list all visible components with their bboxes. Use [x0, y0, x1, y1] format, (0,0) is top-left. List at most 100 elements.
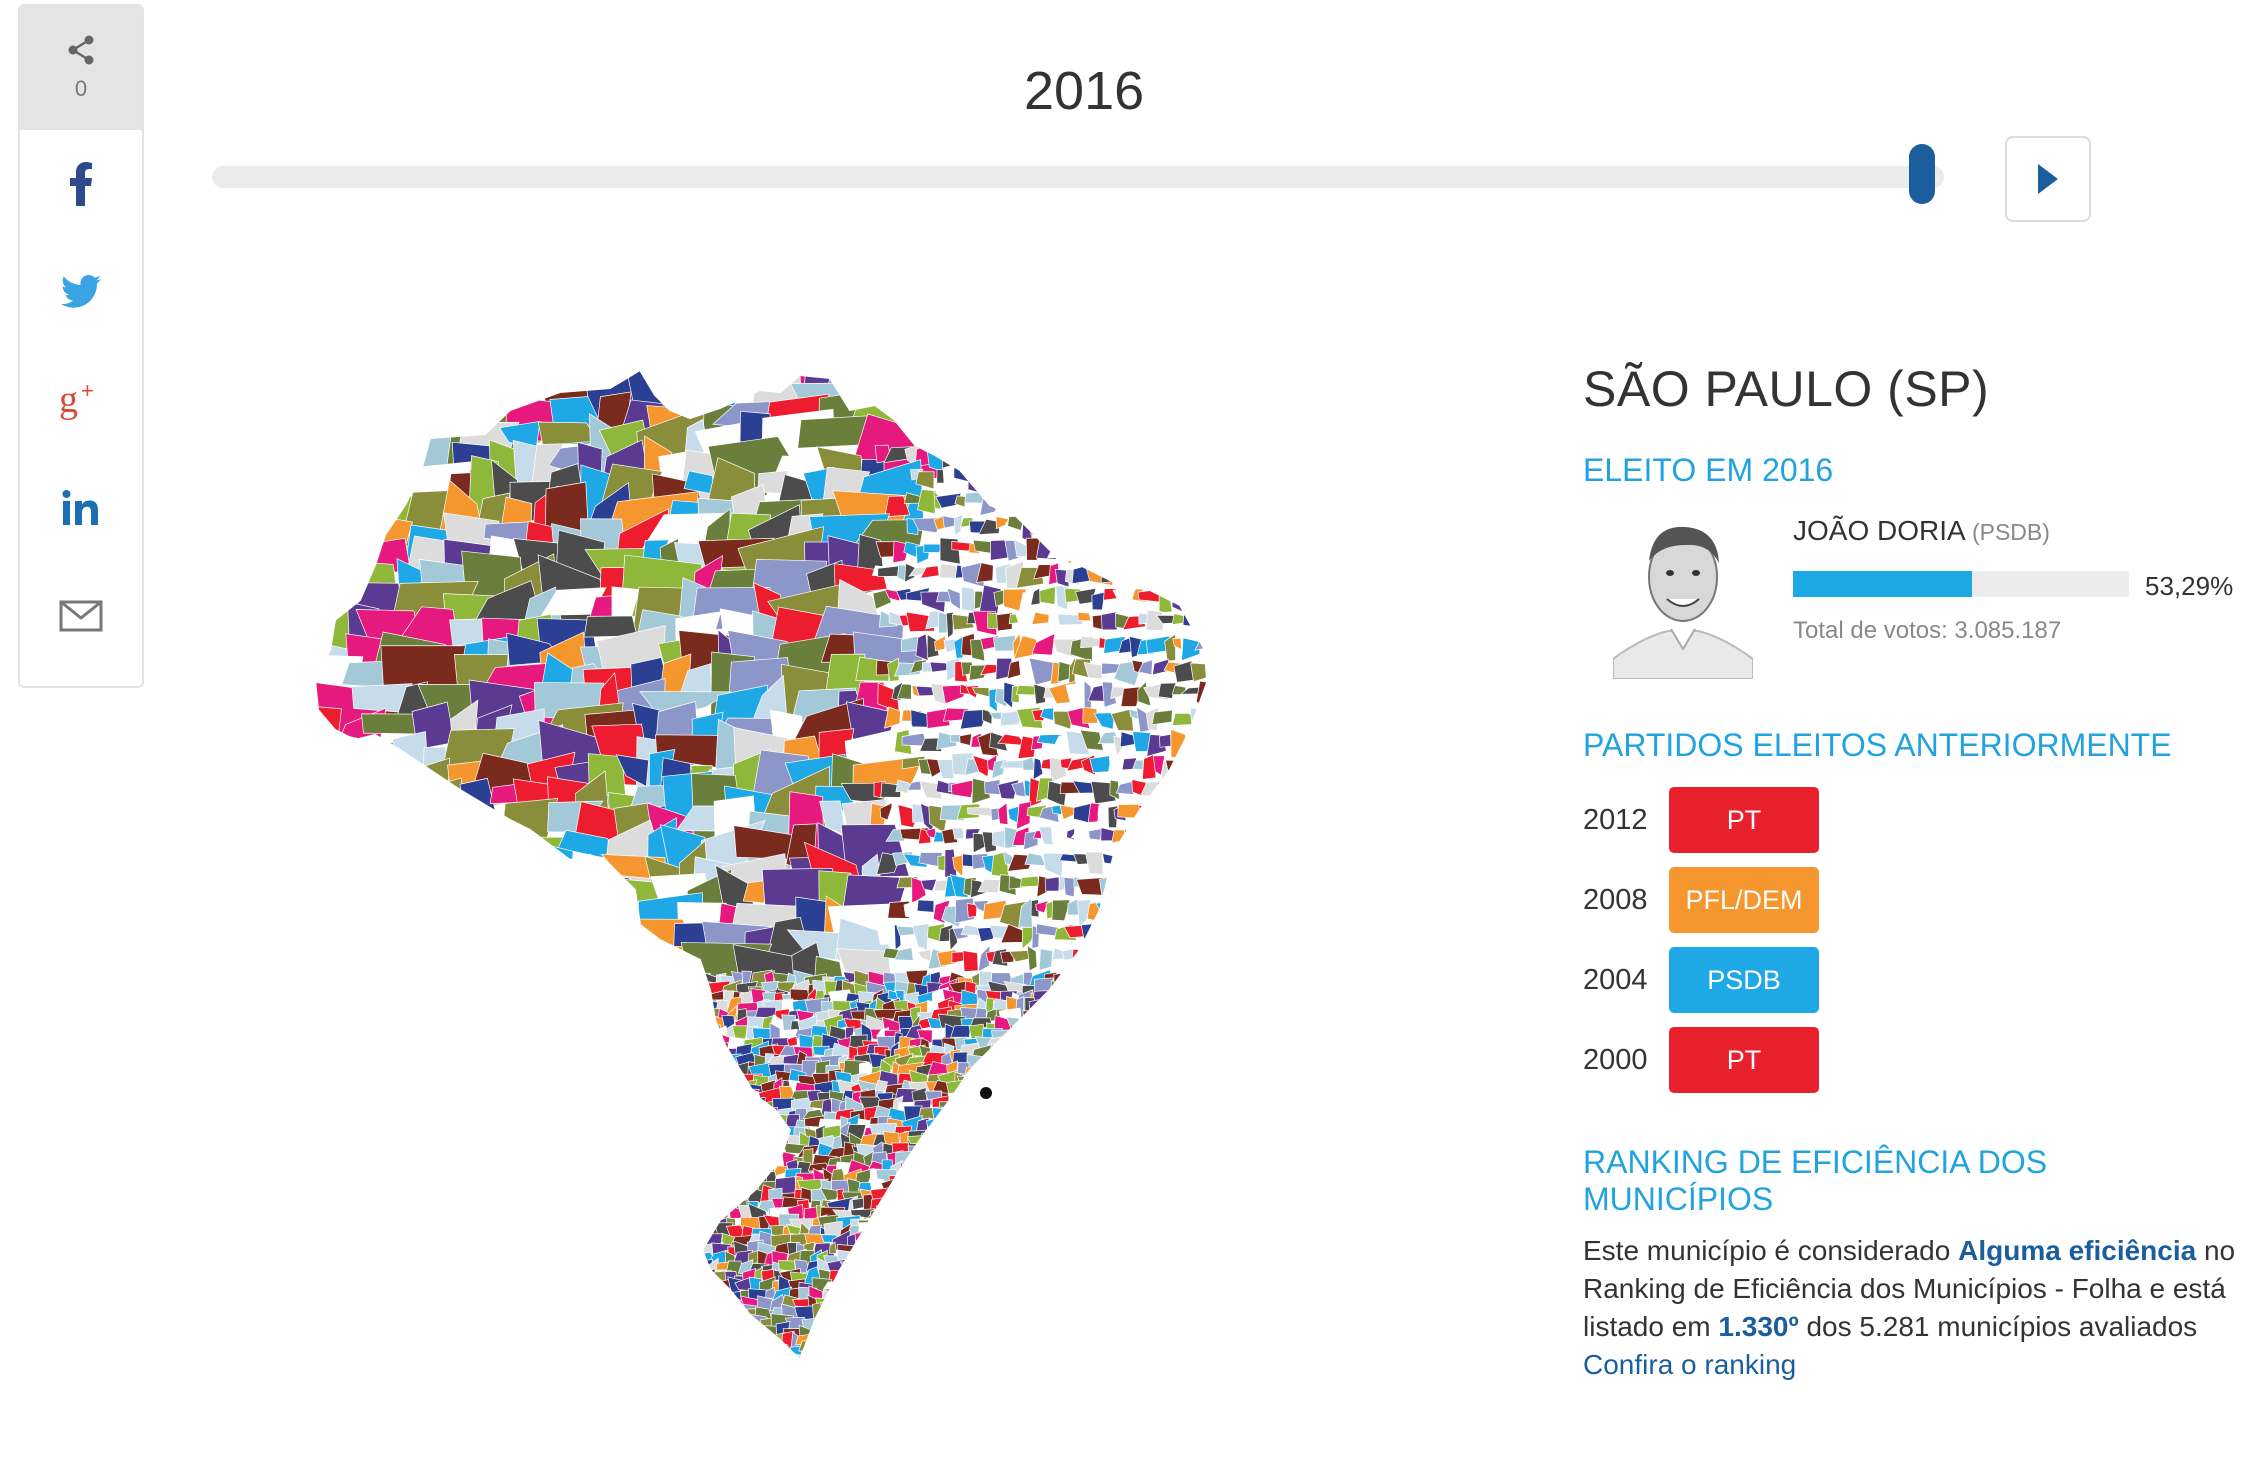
municipality[interactable]	[1068, 1260, 1084, 1273]
municipality[interactable]	[458, 1054, 471, 1080]
municipality[interactable]	[1272, 827, 1280, 849]
municipality[interactable]	[1275, 1146, 1280, 1167]
municipality[interactable]	[441, 1296, 465, 1316]
municipality[interactable]	[613, 981, 632, 1002]
municipality[interactable]	[868, 1352, 898, 1370]
municipality[interactable]	[1158, 1205, 1175, 1230]
municipality[interactable]	[318, 1274, 338, 1306]
municipality[interactable]	[496, 1169, 508, 1196]
municipality[interactable]	[1232, 613, 1243, 633]
municipality[interactable]	[1240, 1246, 1257, 1263]
municipality[interactable]	[912, 1349, 927, 1362]
municipality[interactable]	[1080, 1151, 1093, 1168]
municipality[interactable]	[1088, 370, 1111, 390]
municipality[interactable]	[1178, 1204, 1190, 1227]
municipality[interactable]	[914, 1187, 925, 1200]
municipality[interactable]	[732, 1117, 753, 1142]
municipality[interactable]	[934, 635, 946, 652]
municipality[interactable]	[533, 1292, 542, 1312]
municipality[interactable]	[1179, 950, 1193, 966]
municipality[interactable]	[1093, 1110, 1117, 1124]
municipality[interactable]	[1119, 1260, 1130, 1278]
municipality[interactable]	[1232, 1071, 1257, 1095]
municipality[interactable]	[520, 1269, 543, 1286]
municipality[interactable]	[352, 1347, 371, 1370]
municipality[interactable]	[952, 1330, 971, 1360]
municipality[interactable]	[1117, 1268, 1145, 1284]
municipality[interactable]	[1249, 1295, 1267, 1319]
municipality[interactable]	[743, 1149, 759, 1177]
municipality[interactable]	[1082, 539, 1108, 557]
municipality[interactable]	[310, 1008, 324, 1025]
municipality[interactable]	[469, 1323, 496, 1348]
municipality[interactable]	[685, 1052, 698, 1074]
municipality[interactable]	[381, 1202, 398, 1223]
municipality[interactable]	[1118, 1248, 1142, 1271]
municipality[interactable]	[577, 1286, 605, 1303]
municipality[interactable]	[1177, 1080, 1193, 1093]
municipality[interactable]	[416, 1018, 437, 1028]
municipality[interactable]	[996, 1052, 1016, 1069]
municipality[interactable]	[330, 1214, 344, 1238]
municipality[interactable]	[1120, 686, 1142, 708]
municipality[interactable]	[904, 1224, 921, 1243]
municipality[interactable]	[352, 910, 413, 1000]
municipality[interactable]	[354, 990, 377, 1004]
municipality[interactable]	[352, 1035, 382, 1047]
municipality[interactable]	[1178, 1181, 1191, 1200]
municipality[interactable]	[1230, 468, 1242, 482]
municipality[interactable]	[505, 974, 520, 986]
municipality[interactable]	[353, 871, 402, 911]
municipality[interactable]	[452, 1349, 472, 1370]
municipality[interactable]	[1221, 1155, 1234, 1165]
municipality[interactable]	[1231, 564, 1250, 579]
municipality[interactable]	[1149, 563, 1180, 581]
municipality[interactable]	[487, 1072, 498, 1084]
municipality[interactable]	[538, 1283, 552, 1316]
municipality[interactable]	[755, 1151, 767, 1173]
municipality[interactable]	[1187, 783, 1199, 805]
municipality[interactable]	[1007, 1321, 1022, 1343]
municipality[interactable]	[522, 1108, 534, 1121]
municipality[interactable]	[337, 1007, 352, 1027]
municipality[interactable]	[557, 1137, 574, 1154]
municipality[interactable]	[980, 1270, 1004, 1283]
municipality[interactable]	[1163, 825, 1180, 852]
municipality[interactable]	[928, 1233, 944, 1243]
municipality[interactable]	[343, 490, 392, 520]
municipality[interactable]	[1070, 1359, 1083, 1370]
municipality[interactable]	[916, 1341, 936, 1360]
municipality[interactable]	[415, 1252, 440, 1272]
municipality[interactable]	[1063, 1009, 1082, 1025]
municipality[interactable]	[490, 1242, 522, 1259]
municipality[interactable]	[1014, 393, 1040, 424]
municipality[interactable]	[1160, 1247, 1179, 1272]
municipality[interactable]	[1145, 1314, 1159, 1339]
municipality[interactable]	[601, 1017, 616, 1030]
municipality[interactable]	[360, 1051, 382, 1073]
municipality[interactable]	[633, 1241, 646, 1254]
municipality[interactable]	[898, 1206, 922, 1221]
municipality[interactable]	[1200, 1207, 1219, 1222]
municipality[interactable]	[490, 1298, 499, 1323]
municipality[interactable]	[1099, 494, 1117, 509]
municipality[interactable]	[991, 1090, 1015, 1103]
municipality[interactable]	[630, 1029, 649, 1041]
municipality[interactable]	[369, 1114, 387, 1137]
municipality[interactable]	[1214, 1117, 1235, 1125]
municipality[interactable]	[801, 1359, 823, 1370]
municipality[interactable]	[582, 1167, 608, 1191]
municipality[interactable]	[1195, 1142, 1208, 1161]
municipality[interactable]	[1121, 1227, 1136, 1244]
municipality[interactable]	[337, 1304, 362, 1318]
municipality[interactable]	[662, 1159, 689, 1187]
municipality[interactable]	[1271, 376, 1280, 388]
municipality[interactable]	[768, 1138, 784, 1151]
municipality[interactable]	[415, 1313, 441, 1327]
municipality[interactable]	[504, 1180, 530, 1197]
municipality[interactable]	[1054, 1035, 1075, 1054]
municipality[interactable]	[682, 1133, 700, 1146]
municipality[interactable]	[310, 425, 375, 493]
municipality[interactable]	[1122, 1025, 1131, 1040]
municipality[interactable]	[1138, 1063, 1157, 1080]
